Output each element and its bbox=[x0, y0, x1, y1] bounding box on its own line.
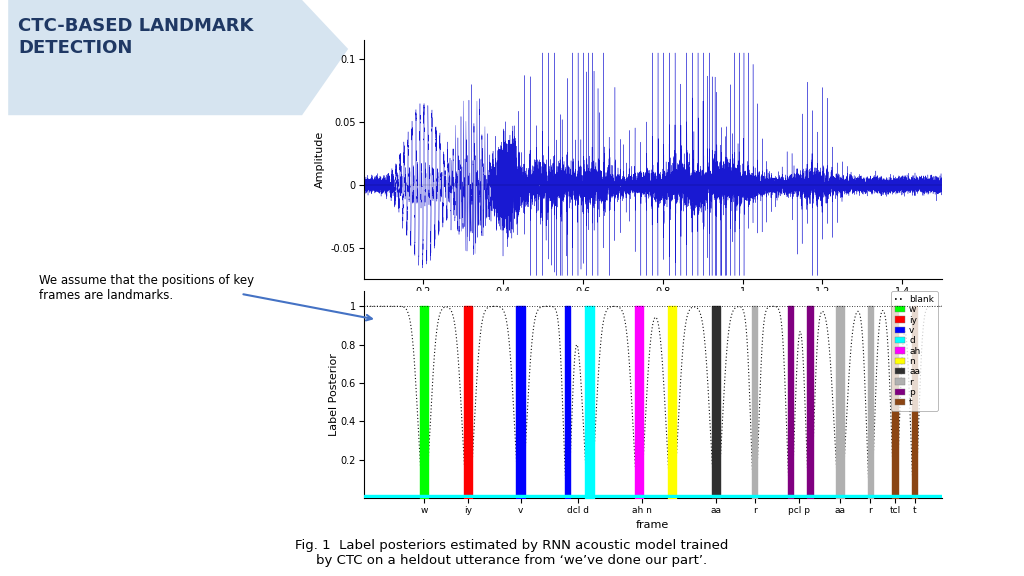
X-axis label: frame: frame bbox=[636, 521, 670, 530]
Text: We assume that the positions of key
frames are landmarks.: We assume that the positions of key fram… bbox=[39, 274, 254, 302]
X-axis label: time: time bbox=[640, 302, 666, 313]
Text: CTC-BASED LANDMARK
DETECTION: CTC-BASED LANDMARK DETECTION bbox=[18, 17, 254, 57]
Legend: blank, w, iy, v, d, ah, n, aa, r, p, t: blank, w, iy, v, d, ah, n, aa, r, p, t bbox=[891, 291, 938, 411]
Y-axis label: Label Posterior: Label Posterior bbox=[329, 353, 339, 436]
Bar bbox=[364, 495, 942, 502]
Y-axis label: Amplitude: Amplitude bbox=[315, 131, 326, 188]
Text: Fig. 1  Label posteriors estimated by RNN acoustic model trained
by CTC on a hel: Fig. 1 Label posteriors estimated by RNN… bbox=[295, 539, 729, 567]
